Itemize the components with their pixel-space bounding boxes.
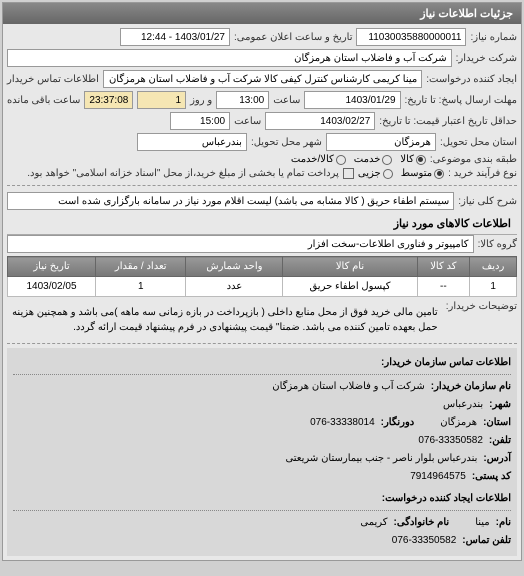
addr-value: بندرعباس بلوار ناصر - جنب بیمارستان شریع… [285,450,477,468]
radio-dot-icon [382,155,392,165]
ctel-value: 076-33350582 [392,532,457,550]
td-name: کپسول اطفاء حریق [283,277,417,297]
post-value: 7914964575 [410,468,466,486]
remaining-time-field: 23:37:08 [84,91,133,109]
th-unit: واحد شمارش [186,257,283,277]
td-unit: عدد [186,277,283,297]
org-value: شرکت آب و فاضلاب استان هرمزگان [272,378,424,396]
post-label: کد پستی: [472,468,511,486]
goods-table: ردیف کد کالا نام کالا واحد شمارش تعداد /… [7,256,517,297]
td-date: 1403/02/05 [8,277,96,297]
th-name: نام کالا [283,257,417,277]
details-panel: جزئیات اطلاعات نیاز شماره نیاز: 11030035… [2,2,522,561]
radio-dot-icon [416,155,426,165]
td-qty: 1 [96,277,186,297]
time-label-2: ساعت [234,116,261,127]
need-title-field: سیستم اطفاء حریق ( کالا مشابه می باشد) ل… [7,192,454,210]
radio-dot-icon [336,155,346,165]
radio-dot-icon [434,169,444,179]
payment-type-label: نوع فرآیند خرید : [448,168,517,179]
radio-dot-icon [383,169,393,179]
days-field: 1 [137,91,186,109]
th-date: تاریخ نیاز [8,257,96,277]
ctel-label: تلفن تماس: [462,532,511,550]
supplier-note-text: تامین مالی خرید فوق از محل منابع داخلی (… [7,301,442,339]
radio-medium[interactable]: متوسط [401,168,444,179]
panel-title: جزئیات اطلاعات نیاز [3,3,521,24]
name-label: نام: [496,514,511,532]
td-code: -- [417,277,470,297]
province-label: استان محل تحویل: [440,137,517,148]
family-value: کریمی [360,514,387,532]
time-label-1: ساعت [273,95,300,106]
deadline-date-field: 1403/01/29 [304,91,400,109]
fax-value: 076-33338014 [310,414,375,432]
supplier-note-label: توضیحات خریدار: [446,301,517,312]
packaging-radio-group: کالا خدمت کالا/خدمت [291,154,426,165]
deadline-time-field: 13:00 [216,91,269,109]
radio-khedmat[interactable]: خدمت [354,154,393,165]
payment-radio-group: متوسط جزیی [358,168,444,179]
goods-group-field: کامپیوتر و فناوری اطلاعات-سخت افزار [7,235,474,253]
buyer-company-field: شرکت آب و فاضلاب استان هرمزگان [7,49,452,67]
radio-partial[interactable]: جزیی [358,168,393,179]
family-label: نام خانوادگی: [394,514,450,532]
tel-label: تلفن: [489,432,511,450]
name-value: مینا [475,514,489,532]
th-qty: تعداد / مقدار [96,257,186,277]
requester-field: مینا کریمی کارشناس کنترل کیفی کالا شرکت … [103,70,422,88]
request-no-field: 11030035880000011 [356,28,466,46]
org-label: نام سازمان خریدار: [431,378,511,396]
td-row: 1 [470,277,517,297]
addr-label: آدرس: [483,450,511,468]
public-datetime-field: 1403/01/27 - 12:44 [120,28,230,46]
delivery-time-field: 15:00 [170,112,230,130]
treasury-checkbox[interactable] [343,168,354,179]
public-datetime-label: تاریخ و ساعت اعلان عمومی: [234,32,353,43]
delivery-date-field: 1403/02/27 [265,112,375,130]
province-field: هرمزگان [326,133,436,151]
days-label: و روز [190,95,212,106]
creator-header: اطلاعات ایجاد کننده درخواست: [13,490,511,511]
ccity-value: بندرعباس [443,396,483,414]
ccity-label: شهر: [489,396,511,414]
deadline-label: مهلت ارسال پاسخ: تا تاریخ: [405,95,517,106]
th-code: کد کالا [417,257,470,277]
cprov-value: هرمزگان [440,414,477,432]
cprov-label: استان: [483,414,511,432]
contact-section: اطلاعات تماس سازمان خریدار: نام سازمان خ… [7,348,517,556]
contact-header: اطلاعات تماس سازمان خریدار: [13,354,511,375]
radio-kala-khedmat[interactable]: کالا/خدمت [291,154,346,165]
table-row: 1 -- کپسول اطفاء حریق عدد 1 1403/02/05 [8,277,517,297]
requester-label: ایجاد کننده درخواست: [426,74,517,85]
radio-kala[interactable]: کالا [400,154,426,165]
city-field: بندرعباس [137,133,247,151]
buyer-contact-label: اطلاعات تماس خریدار [7,74,99,85]
need-title-label: شرح کلی نیاز: [458,196,517,207]
tel-value: 076-33350582 [418,432,483,450]
request-no-label: شماره نیاز: [470,32,517,43]
form-section: شماره نیاز: 11030035880000011 تاریخ و سا… [3,24,521,560]
th-row: ردیف [470,257,517,277]
packaging-label: طبقه بندی موضوعی: [430,154,517,165]
fax-label: دورنگار: [381,414,415,432]
city-label: شهر محل تحویل: [251,137,322,148]
delivery-date-label: حداقل تاریخ اعتبار قیمت: تا تاریخ: [379,116,517,127]
payment-note: پرداخت تمام یا بخشی از مبلغ خرید،از محل … [27,168,339,179]
goods-group-label: گروه کالا: [478,239,517,250]
goods-info-title: اطلاعات کالاهای مورد نیاز [7,213,517,235]
remaining-label: ساعت باقی مانده [7,95,80,106]
buyer-company-label: شرکت خریدار: [456,53,517,64]
